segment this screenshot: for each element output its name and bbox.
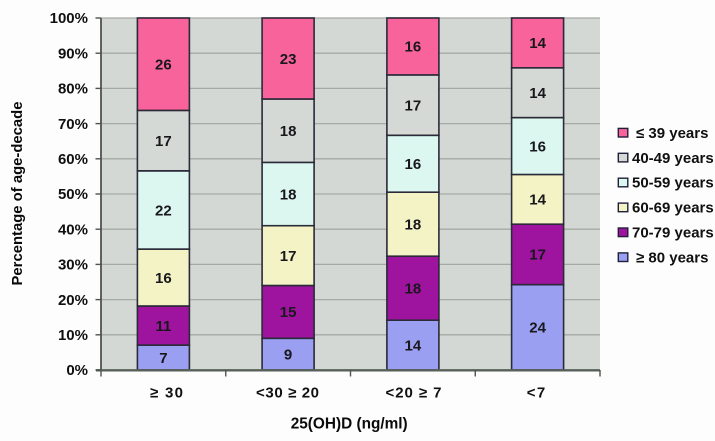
svg-text:18: 18 (280, 123, 297, 140)
svg-text:60-69 years: 60-69 years (632, 200, 714, 217)
svg-text:80%: 80% (58, 81, 88, 98)
svg-text:15: 15 (280, 304, 297, 321)
svg-text:70%: 70% (58, 116, 88, 133)
svg-text:0%: 0% (66, 362, 88, 379)
svg-text:17: 17 (405, 97, 422, 114)
svg-text:14: 14 (405, 337, 422, 354)
svg-text:50%: 50% (58, 186, 88, 203)
svg-text:≤ 39 years: ≤ 39 years (636, 125, 708, 142)
svg-text:7: 7 (159, 350, 167, 367)
svg-text:9: 9 (284, 347, 292, 364)
svg-text:26: 26 (155, 57, 172, 74)
svg-text:30%: 30% (58, 257, 88, 274)
svg-text:50-59 years: 50-59 years (632, 175, 714, 192)
svg-text:17: 17 (529, 247, 546, 264)
svg-text:23: 23 (280, 51, 297, 68)
svg-text:22: 22 (155, 202, 172, 219)
svg-text:17: 17 (155, 133, 172, 150)
svg-text:90%: 90% (58, 45, 88, 62)
svg-text:10%: 10% (58, 327, 88, 344)
svg-text:Percentage of age-decade: Percentage of age-decade (9, 102, 26, 286)
svg-text:<30 ≥ 20: <30 ≥ 20 (256, 385, 319, 402)
svg-text:40%: 40% (58, 221, 88, 238)
svg-text:18: 18 (405, 281, 422, 298)
svg-text:<7: <7 (527, 385, 546, 402)
svg-text:≥ 80 years: ≥ 80 years (636, 249, 708, 266)
svg-text:18: 18 (280, 186, 297, 203)
svg-text:16: 16 (405, 39, 422, 56)
svg-text:16: 16 (405, 156, 422, 173)
svg-text:11: 11 (155, 318, 171, 335)
svg-text:16: 16 (155, 270, 172, 287)
svg-text:20%: 20% (58, 292, 88, 309)
svg-text:14: 14 (529, 192, 546, 209)
svg-text:18: 18 (405, 217, 422, 234)
svg-text:16: 16 (529, 138, 546, 155)
svg-text:24: 24 (529, 320, 546, 337)
svg-text:14: 14 (529, 85, 546, 102)
svg-text:100%: 100% (50, 10, 88, 27)
svg-text:70-79 years: 70-79 years (632, 225, 714, 242)
svg-text:60%: 60% (58, 151, 88, 168)
svg-text:25(OH)D (ng/ml): 25(OH)D (ng/ml) (291, 416, 408, 433)
svg-text:40-49 years: 40-49 years (632, 150, 714, 167)
svg-text:<20 ≥ 7: <20 ≥ 7 (386, 385, 442, 402)
svg-text:14: 14 (529, 35, 546, 52)
svg-text:≥ 30: ≥ 30 (150, 385, 183, 402)
svg-text:17: 17 (280, 248, 297, 265)
